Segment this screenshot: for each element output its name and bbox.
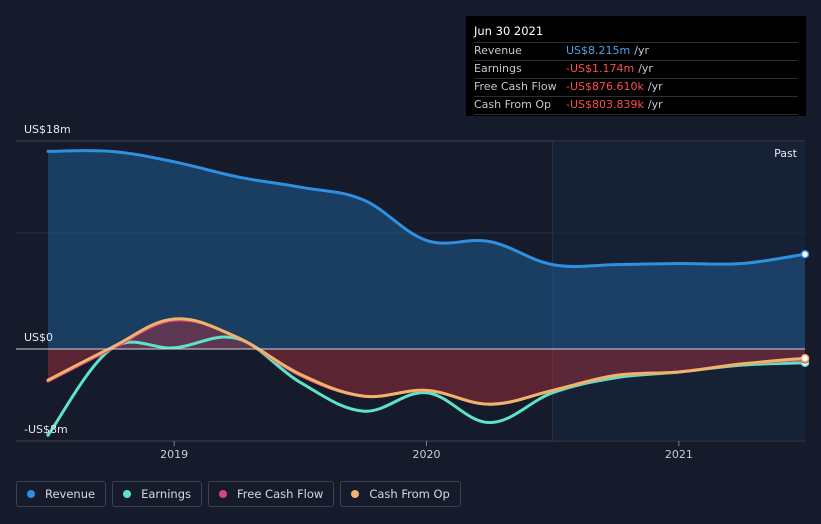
tooltip-row-free-cash-flow: Free Cash Flow -US$876.610k /yr [474,79,798,97]
tooltip-row-revenue: Revenue US$8.215m /yr [474,43,798,61]
line-cash-from-op [46,317,807,406]
x-tick-label: 2021 [665,448,693,461]
legend-dot-icon [351,490,360,498]
legend-item-revenue[interactable]: Revenue [16,481,107,507]
legend-item-earnings[interactable]: Earnings [112,481,202,507]
tooltip-value: -US$876.610k [566,80,644,93]
tooltip-unit: /yr [634,44,649,57]
series-areas [48,150,805,405]
tooltip-label: Earnings [474,62,522,75]
y-tick-top: US$18m [24,123,71,136]
tooltip-label: Revenue [474,44,522,57]
legend-dot-icon [219,490,227,498]
legend: Revenue Earnings Free Cash Flow Cash Fro… [16,481,461,508]
tooltip-unit: /yr [647,80,663,93]
tooltip-unit: /yr [647,98,663,111]
x-axis-ticks: 2019 2020 2021 [160,441,693,461]
tooltip-unit: /yr [638,62,653,75]
legend-dot-icon [27,490,35,498]
tooltip-label: Free Cash Flow [474,80,557,93]
y-tick-bottom: -US$8m [24,423,68,436]
line-revenue [46,149,807,269]
y-tick-zero: US$0 [24,331,53,344]
legend-label: Free Cash Flow [237,487,324,501]
x-tick-label: 2019 [160,448,188,461]
legend-label: Revenue [45,487,96,501]
tooltip: Jun 30 2021 Revenue US$8.215m /yr Earnin… [466,16,806,116]
legend-label: Cash From Op [369,487,450,501]
tooltip-value: US$8.215m [566,44,631,57]
tooltip-row-cash-from-op: Cash From Op -US$803.839k /yr [474,97,798,115]
legend-label: Earnings [141,487,191,501]
tooltip-row-earnings: Earnings -US$1.174m /yr [474,61,798,79]
legend-item-cash-from-op[interactable]: Cash From Op [340,481,461,507]
legend-dot-icon [123,490,132,498]
past-label: Past [774,147,798,160]
endpoint-revenue [800,249,810,259]
x-tick-label: 2020 [413,448,441,461]
tooltip-date: Jun 30 2021 [474,24,798,43]
series-lines [16,149,807,437]
series-endpoints [800,249,810,368]
area-revenue [48,150,805,349]
tooltip-value: -US$803.839k [566,98,644,111]
legend-item-free-cash-flow[interactable]: Free Cash Flow [208,481,335,507]
area-free-cash-flow [48,319,805,405]
tooltip-label: Cash From Op [474,98,552,111]
endpoint-cash-from-op [800,353,810,363]
tooltip-value: -US$1.174m [566,62,635,75]
